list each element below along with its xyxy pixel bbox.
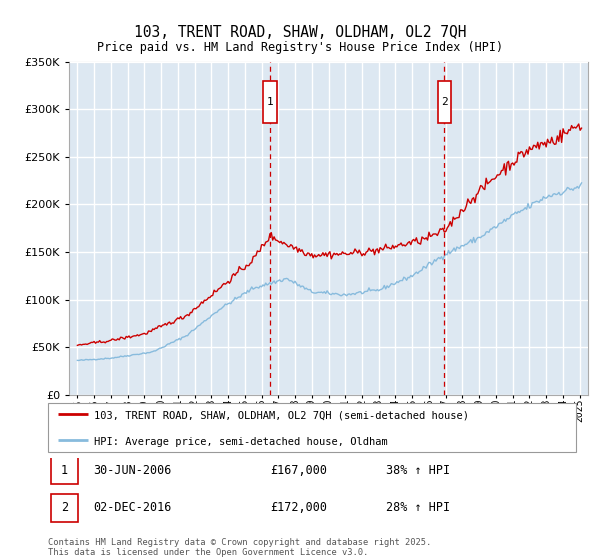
Text: £167,000: £167,000 [270,464,327,477]
Text: 103, TRENT ROAD, SHAW, OLDHAM, OL2 7QH: 103, TRENT ROAD, SHAW, OLDHAM, OL2 7QH [134,25,466,40]
Text: Contains HM Land Registry data © Crown copyright and database right 2025.
This d: Contains HM Land Registry data © Crown c… [48,538,431,557]
Text: 1: 1 [266,96,273,106]
Text: 103, TRENT ROAD, SHAW, OLDHAM, OL2 7QH (semi-detached house): 103, TRENT ROAD, SHAW, OLDHAM, OL2 7QH (… [94,411,469,421]
Text: Price paid vs. HM Land Registry's House Price Index (HPI): Price paid vs. HM Land Registry's House … [97,41,503,54]
Text: 2: 2 [61,501,68,515]
Text: 1: 1 [61,464,68,477]
Text: 02-DEC-2016: 02-DEC-2016 [93,501,171,515]
Text: £172,000: £172,000 [270,501,327,515]
Text: 2: 2 [441,96,448,106]
Bar [50,494,78,522]
Text: 30-JUN-2006: 30-JUN-2006 [93,464,171,477]
Text: 28% ↑ HPI: 28% ↑ HPI [386,501,450,515]
Bar [263,81,277,123]
Bar [50,456,78,484]
Bar [437,81,451,123]
Text: 38% ↑ HPI: 38% ↑ HPI [386,464,450,477]
Text: HPI: Average price, semi-detached house, Oldham: HPI: Average price, semi-detached house,… [94,437,388,446]
